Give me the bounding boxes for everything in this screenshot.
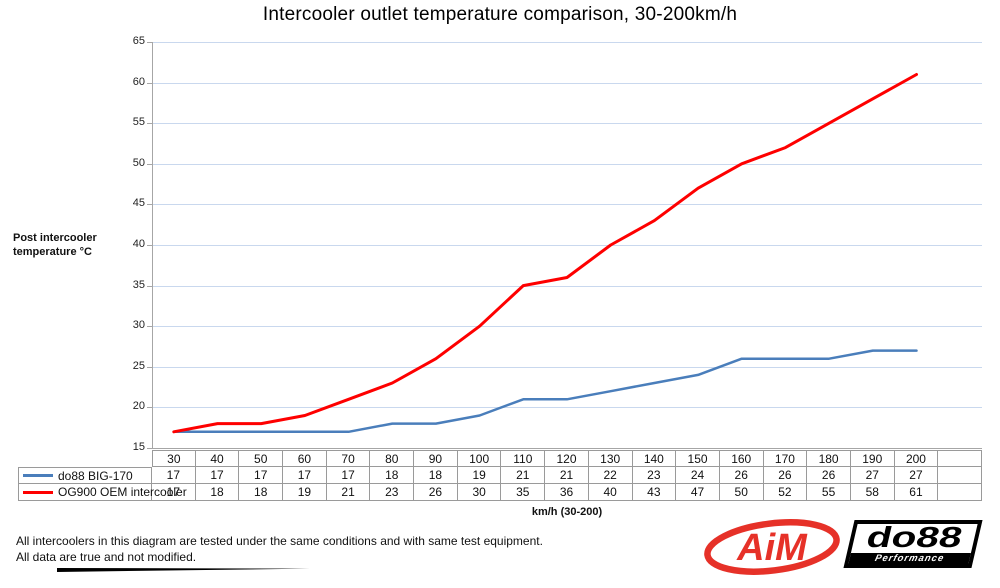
table-category-cell: 140 (632, 450, 677, 467)
table-category-cell: 150 (676, 450, 720, 467)
table-value-cell: 19 (283, 484, 327, 501)
table-value-cell: 22 (588, 467, 633, 484)
y-tick-label: 35 (132, 278, 145, 291)
table-value-cell: 21 (545, 467, 589, 484)
table-category-cell: 120 (545, 450, 589, 467)
table-value-cell: 26 (414, 484, 458, 501)
y-tick-label: 50 (132, 156, 145, 169)
legend-cell: OG900 OEM intercooler (18, 484, 187, 501)
table-value-cell: 18 (370, 467, 415, 484)
table-value-cell: 17 (326, 467, 371, 484)
table-value-cell: 18 (414, 467, 458, 484)
table-blank-cell (938, 467, 982, 484)
table-category-cell: 80 (370, 450, 415, 467)
table-value-cell: 40 (588, 484, 633, 501)
do88-performance-bar: Performance (848, 553, 971, 564)
table-category-cell: 40 (195, 450, 240, 467)
aim-logo-text: AiM (736, 527, 808, 569)
table-blank-cell (938, 484, 982, 501)
legend-swatch (23, 490, 53, 494)
aim-logo: AiM (704, 519, 840, 575)
y-tick-label: 45 (132, 197, 145, 210)
table-category-cell: 70 (326, 450, 371, 467)
series-line (172, 73, 918, 434)
table-value-cell: 26 (807, 467, 851, 484)
do88-logo-text: do88 (863, 522, 966, 554)
table-value-cell: 43 (632, 484, 677, 501)
table-category-cell: 160 (719, 450, 764, 467)
table-value-cell: 19 (457, 467, 502, 484)
table-value-cell: 61 (894, 484, 939, 501)
y-tick-label: 60 (132, 75, 145, 88)
table-category-cell: 190 (850, 450, 895, 467)
y-tick-label: 25 (132, 359, 145, 372)
table-value-cell: 24 (676, 467, 720, 484)
aim-logo-ellipse (704, 519, 840, 575)
footer-underline (57, 568, 310, 572)
table-value-cell: 27 (850, 467, 895, 484)
footer-line1: All intercoolers in this diagram are tes… (16, 534, 543, 548)
y-tick-label: 30 (132, 319, 145, 332)
table-value-cell: 23 (370, 484, 415, 501)
table-value-cell: 17 (195, 467, 240, 484)
table-value-cell: 26 (763, 467, 808, 484)
y-tick-label: 40 (132, 238, 145, 250)
do88-logo: do88 Performance (843, 520, 983, 568)
series-line (172, 349, 918, 434)
chart-title: Intercooler outlet temperature compariso… (262, 4, 738, 25)
y-axis-title-line2: temperature °C (13, 246, 92, 258)
table-category-cell: 180 (807, 450, 851, 467)
table-category-cell: 30 (152, 450, 196, 467)
y-tick-label: 20 (132, 400, 145, 413)
table-value-cell: 18 (195, 484, 240, 501)
y-axis-title: Post intercooler temperature °C (13, 231, 97, 259)
table-value-cell: 52 (763, 484, 808, 501)
table-category-cell: 100 (457, 450, 502, 467)
table-value-cell: 36 (545, 484, 589, 501)
table-value-cell: 26 (719, 467, 764, 484)
legend-series-name: OG900 OEM intercooler (58, 485, 187, 499)
legend-swatch (23, 474, 53, 477)
table-value-cell: 47 (676, 484, 720, 501)
y-tick-label: 15 (132, 441, 145, 453)
table-value-cell: 50 (719, 484, 764, 501)
table-value-cell: 21 (326, 484, 371, 501)
table-category-cell: 110 (501, 450, 546, 467)
table-category-cell: 90 (414, 450, 458, 467)
footer-note: All intercoolers in this diagram are tes… (16, 533, 543, 565)
x-axis-title: km/h (30-200) (531, 506, 603, 518)
y-axis-title-line1: Post intercooler (13, 232, 97, 244)
table-category-cell: 170 (763, 450, 808, 467)
legend-cell: do88 BIG-170 (18, 467, 152, 484)
legend-series-name: do88 BIG-170 (58, 468, 133, 483)
footer-line2: All data are true and not modified. (16, 550, 197, 564)
table-value-cell: 17 (152, 484, 196, 501)
table-category-cell: 60 (283, 450, 327, 467)
table-value-cell: 30 (457, 484, 502, 501)
table-category-cell: 200 (894, 450, 939, 467)
table-blank-cell (938, 450, 982, 467)
table-value-cell: 17 (239, 467, 284, 484)
table-category-cell: 50 (239, 450, 284, 467)
table-value-cell: 18 (239, 484, 284, 501)
table-value-cell: 27 (894, 467, 939, 484)
table-value-cell: 17 (283, 467, 327, 484)
table-category-cell: 130 (588, 450, 633, 467)
table-value-cell: 58 (850, 484, 895, 501)
y-tick-label: 65 (132, 35, 145, 47)
table-value-cell: 55 (807, 484, 851, 501)
y-tick-label: 55 (132, 116, 145, 129)
table-value-cell: 21 (501, 467, 546, 484)
table-value-cell: 35 (501, 484, 546, 501)
do88-logo-box: do88 Performance (843, 520, 983, 568)
table-value-cell: 17 (152, 467, 196, 484)
table-value-cell: 23 (632, 467, 677, 484)
